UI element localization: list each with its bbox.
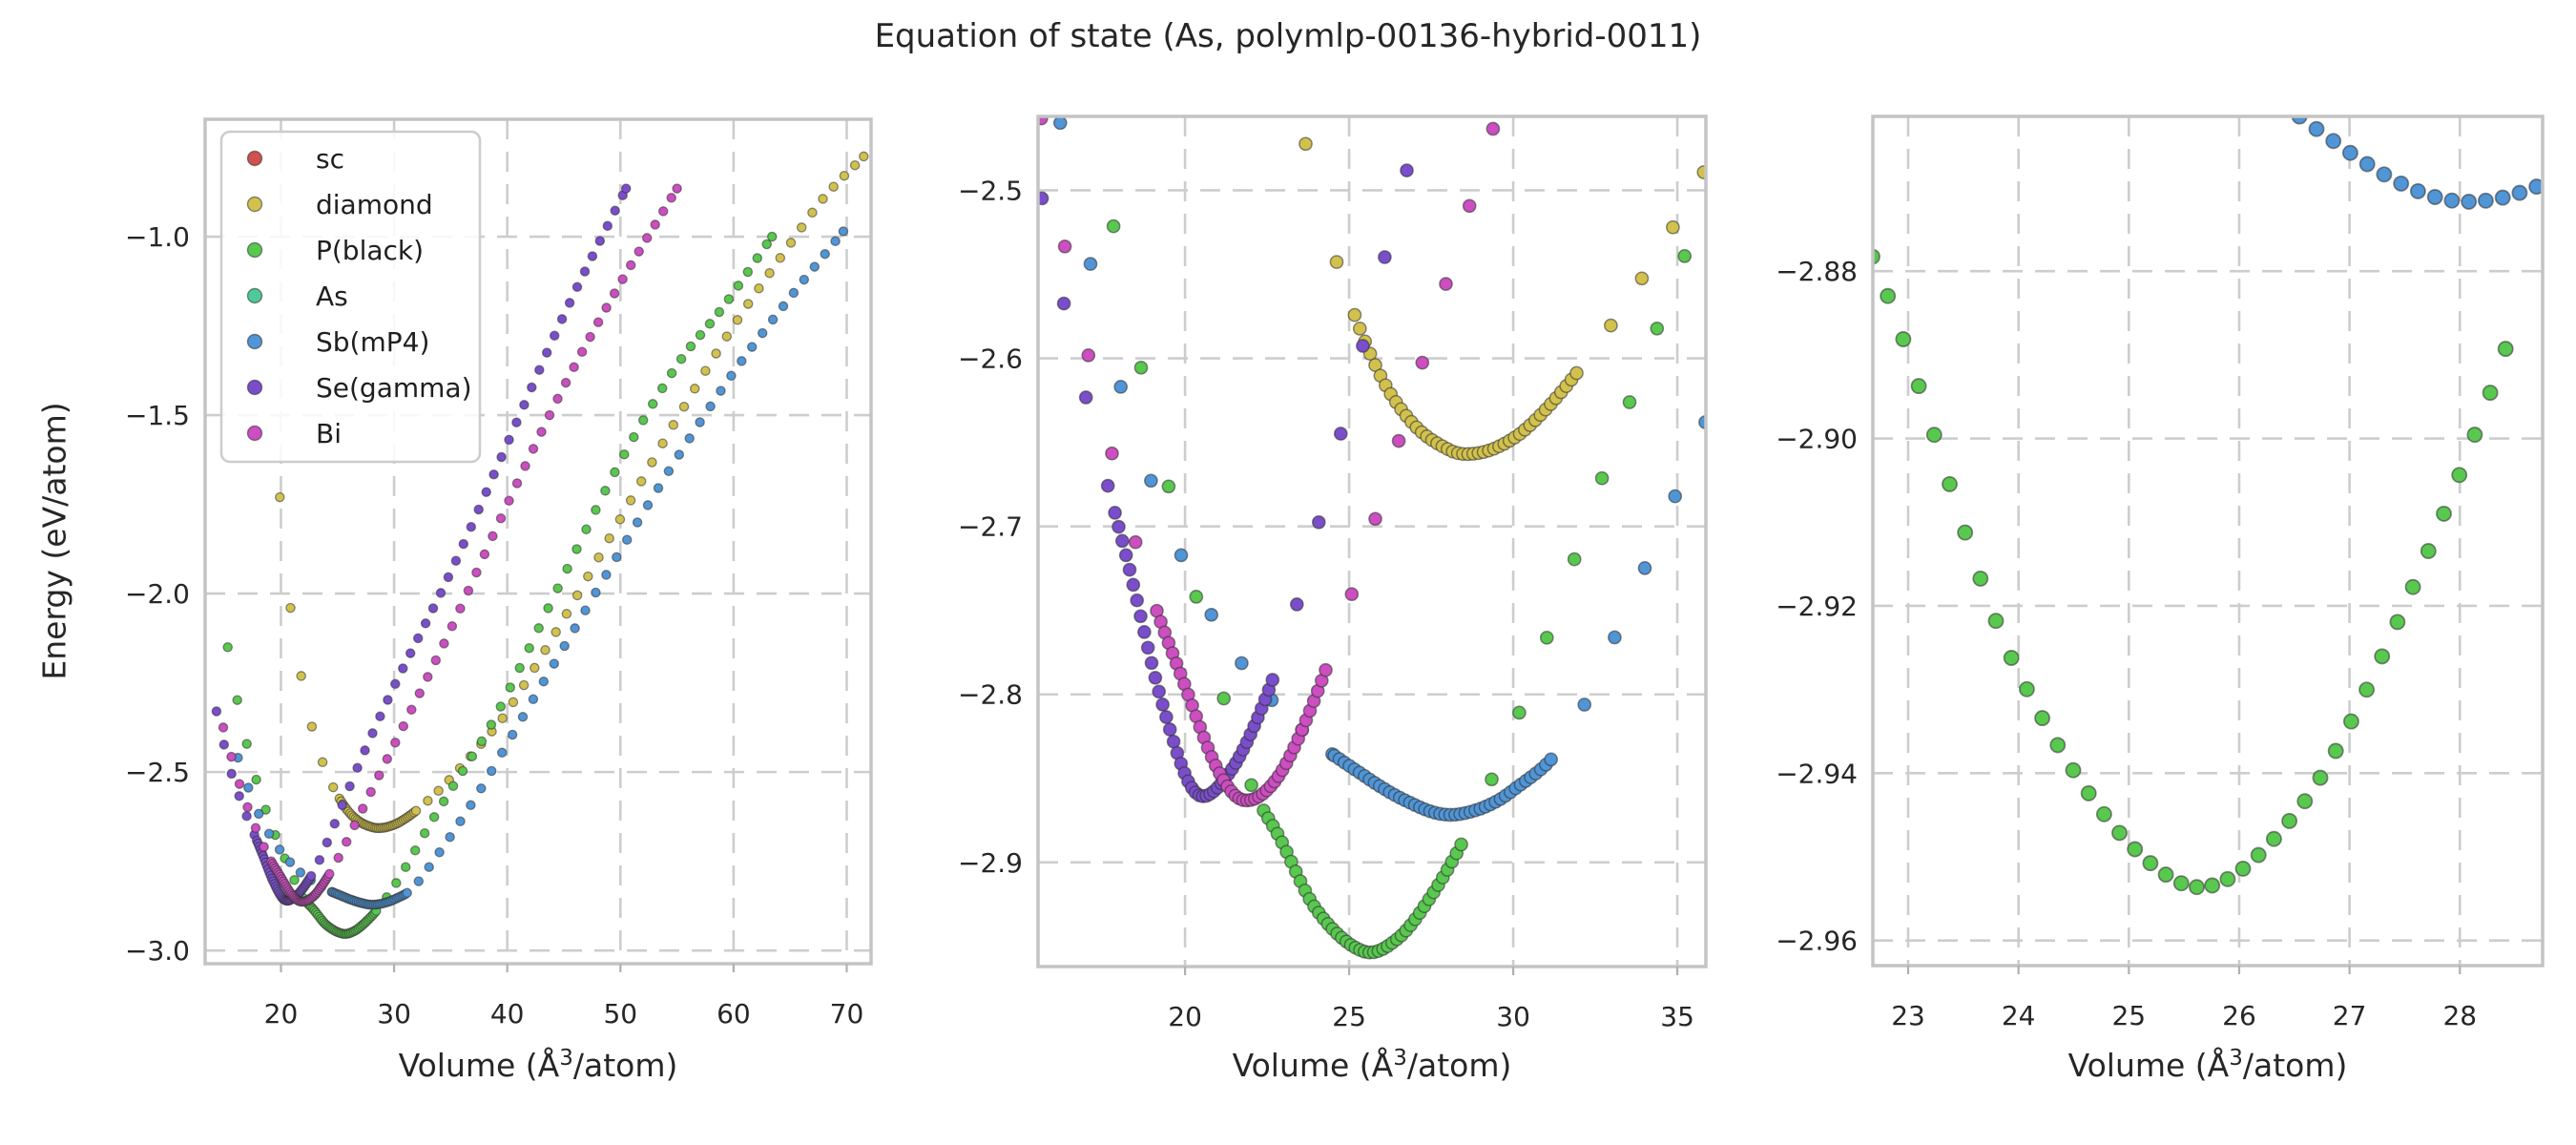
xtick-overview-70: 70 (830, 998, 864, 1030)
ytick-zoom-min-−2.92: −2.92 (1776, 591, 1858, 622)
legend-item-label: diamond (316, 189, 433, 220)
points-overview (211, 151, 869, 940)
series-p-black--zoom-min (1873, 248, 2514, 896)
ticks-zoom-mid: 20 25 30 35 −2.5 −2.6 −2.7 −2.8 −2.9 (958, 175, 1694, 1032)
legend-item-label: As (316, 281, 348, 312)
legend-marker-icon (246, 287, 263, 304)
legend-item-label: Se(gamma) (316, 372, 472, 404)
series-bi-zoom-mid (1038, 116, 1501, 808)
series-diamond-zoom-mid (1298, 136, 1706, 462)
spines-zoom-min (1871, 114, 2545, 968)
y-axis-label: Energy (eV/atom) (35, 402, 73, 680)
series-sb-mp4--overview (233, 226, 849, 910)
grid-zoom-min (1873, 116, 2543, 966)
x-axis-label-zoom-mid: Volume (Å3/atom) (1232, 1046, 1512, 1084)
series-sb-mp4--zoom-mid (1052, 116, 1706, 822)
ytick-zoom-min-−2.88: −2.88 (1776, 256, 1858, 287)
legend-item-label: P(black) (316, 235, 424, 266)
legend-marker-icon (246, 425, 263, 442)
points-zoom-mid (1038, 116, 1706, 960)
series-p-black--overview (222, 231, 778, 940)
legend-item-as: As (246, 281, 348, 312)
ytick-overview-−3.0: −3.0 (125, 935, 190, 967)
series-sb-mp4--zoom-min (2291, 116, 2543, 210)
xtick-overview-40: 40 (490, 998, 525, 1030)
legend-item-diamond: diamond (246, 189, 433, 220)
ytick-overview-−1.5: −1.5 (125, 400, 190, 431)
legend: sc diamond P(black) As Sb(mP4) Se(gamma) Bi (219, 130, 482, 464)
xtick-zoom-min-26: 26 (2222, 1000, 2256, 1031)
legend-marker-icon (246, 196, 263, 213)
xtick-zoom-mid-25: 25 (1332, 1001, 1366, 1032)
legend-marker-icon (246, 379, 263, 396)
ytick-zoom-mid-−2.7: −2.7 (958, 511, 1023, 543)
xtick-overview-60: 60 (717, 998, 751, 1030)
legend-item-sc: sc (246, 143, 344, 175)
legend-marker-icon (246, 241, 263, 259)
ticks-zoom-min: 23 24 25 26 27 28 −2.88 −2.90 −2.92 −2.94 −2.96 (1776, 256, 2477, 1031)
series-bi-overview (218, 183, 682, 907)
spines-overview (203, 117, 873, 966)
xtick-overview-50: 50 (603, 998, 637, 1030)
xtick-zoom-min-25: 25 (2111, 1000, 2146, 1031)
ticks-overview: 20 30 40 50 60 70 −1.0 −1.5 −2.0 −2.5 −3.0 (125, 221, 863, 1030)
legend-item-label: sc (316, 143, 344, 175)
ytick-zoom-mid-−2.9: −2.9 (958, 847, 1023, 879)
xtick-zoom-mid-35: 35 (1660, 1001, 1694, 1032)
legend-item-label: Bi (316, 418, 342, 449)
ytick-overview-−1.0: −1.0 (125, 221, 190, 253)
xtick-overview-30: 30 (377, 998, 411, 1030)
spines-zoom-mid (1036, 114, 1708, 968)
xtick-zoom-min-28: 28 (2442, 1000, 2477, 1031)
xtick-zoom-min-23: 23 (1891, 1000, 1925, 1031)
points-zoom-min (1873, 116, 2543, 896)
figure-title: Equation of state (As, polymlp-00136-hyb… (874, 17, 1702, 55)
xtick-zoom-mid-30: 30 (1496, 1001, 1530, 1032)
legend-marker-icon (246, 150, 263, 167)
panel-zoom-mid: 20 25 30 35 −2.5 −2.6 −2.7 −2.8 −2.9 (958, 114, 1708, 1032)
xtick-zoom-mid-20: 20 (1168, 1001, 1202, 1032)
legend-item-bi: Bi (246, 418, 342, 449)
panel-zoom-min: 23 24 25 26 27 28 −2.88 −2.90 −2.92 −2.94 −2.96 (1776, 114, 2545, 1031)
ytick-zoom-min-−2.94: −2.94 (1776, 758, 1858, 789)
ytick-overview-−2.0: −2.0 (125, 578, 190, 610)
legend-box (219, 130, 482, 464)
legend-item-sb-mp4-: Sb(mP4) (246, 326, 429, 358)
panel-overview: 20 30 40 50 60 70 −1.0 −1.5 −2.0 −2.5 −3.0 sc diamon… (125, 117, 873, 1030)
xtick-overview-20: 20 (264, 998, 299, 1030)
ytick-zoom-min-−2.90: −2.90 (1776, 424, 1858, 455)
legend-marker-icon (246, 333, 263, 350)
ytick-zoom-min-−2.96: −2.96 (1776, 926, 1858, 957)
ytick-overview-−2.5: −2.5 (125, 757, 190, 788)
ytick-zoom-mid-−2.5: −2.5 (958, 175, 1023, 206)
xtick-zoom-min-27: 27 (2333, 1000, 2367, 1031)
x-axis-label-zoom-min: Volume (Å3/atom) (2067, 1046, 2348, 1084)
series-p-black--zoom-mid (1106, 181, 1706, 960)
ytick-zoom-mid-−2.6: −2.6 (958, 344, 1023, 375)
legend-item-se-gamma-: Se(gamma) (246, 372, 472, 404)
ytick-zoom-mid-−2.8: −2.8 (958, 679, 1023, 711)
x-axis-label-overview: Volume (Å3/atom) (398, 1046, 678, 1084)
legend-item-label: Sb(mP4) (316, 326, 429, 358)
xtick-zoom-min-24: 24 (2002, 1000, 2036, 1031)
legend-item-p-black-: P(black) (246, 235, 424, 266)
